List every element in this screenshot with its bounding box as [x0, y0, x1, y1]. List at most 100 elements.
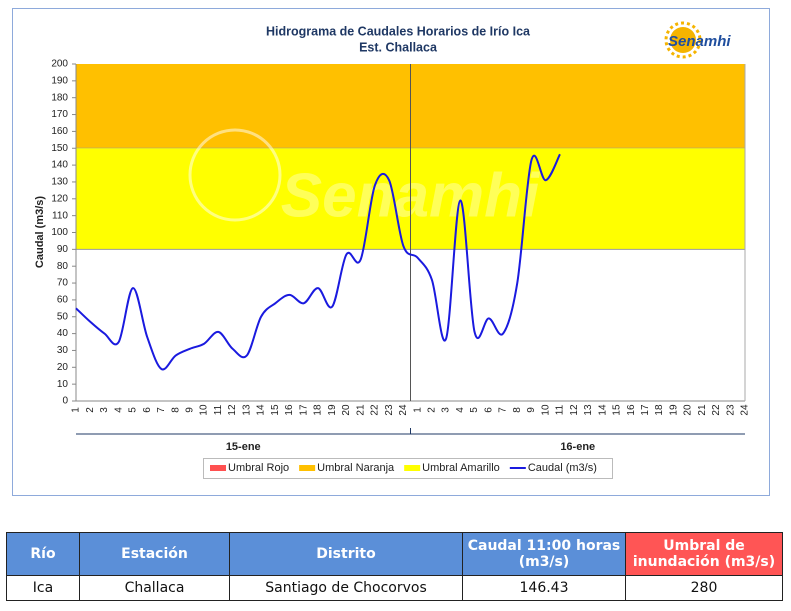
- y-tick-label: 120: [51, 193, 68, 204]
- header-cell: Umbral de inundación (m3/s): [625, 532, 783, 576]
- x-tick-label: 20: [683, 404, 694, 416]
- y-tick-label: 180: [51, 92, 68, 103]
- group-label: 16-ene: [560, 441, 595, 453]
- x-tick-label: 13: [583, 404, 594, 416]
- y-tick-label: 60: [57, 295, 69, 306]
- y-tick-label: 200: [51, 59, 68, 70]
- x-tick-label: 1: [71, 407, 82, 413]
- logo-sun: [670, 27, 696, 53]
- x-tick-label: 23: [725, 404, 736, 416]
- y-tick-label: 10: [57, 379, 69, 390]
- logo-rays: [664, 21, 702, 59]
- cell: Ica: [6, 575, 80, 601]
- chart: Senamhi Hidrograma de Caudales Horarios …: [12, 8, 770, 496]
- x-tick-label: 2: [85, 407, 96, 413]
- x-tick-label: 21: [355, 404, 366, 416]
- logo-text: Senamhi: [668, 33, 731, 50]
- y-tick-label: 30: [57, 345, 69, 356]
- x-tick-label: 3: [99, 407, 110, 413]
- x-tick-label: 4: [455, 407, 466, 413]
- x-tick-label: 16: [626, 404, 637, 416]
- x-tick-label: 23: [384, 404, 395, 416]
- x-tick-label: 5: [469, 407, 480, 413]
- header-cell: Caudal 11:00 horas (m3/s): [462, 532, 626, 576]
- legend-label: Caudal (m3/s): [528, 462, 597, 474]
- y-tick-label: 150: [51, 143, 68, 154]
- cell: Santiago de Chocorvos: [229, 575, 463, 601]
- cell: 146.43: [462, 575, 626, 601]
- data-table: Río Estación Distrito Caudal 11:00 horas…: [6, 532, 783, 601]
- group-label: 15-ene: [226, 441, 261, 453]
- chart-subtitle: Est. Challaca: [359, 40, 438, 54]
- y-tick-label: 50: [57, 311, 69, 322]
- x-tick-label: 13: [241, 404, 252, 416]
- y-tick-label: 190: [51, 75, 68, 86]
- x-tick-label: 19: [327, 404, 338, 416]
- x-tick-label: 9: [526, 407, 537, 413]
- table-row: Ica Challaca Santiago de Chocorvos 146.4…: [6, 575, 783, 601]
- x-tick-label: 4: [113, 407, 124, 413]
- x-tick-label: 8: [512, 407, 523, 413]
- x-tick-label: 1: [412, 407, 423, 413]
- x-tick-label: 3: [441, 407, 452, 413]
- x-tick-label: 11: [555, 404, 566, 415]
- x-tick-label: 10: [540, 404, 551, 416]
- x-tick-label: 6: [142, 407, 153, 413]
- x-tick-label: 24: [398, 404, 409, 416]
- x-tick-label: 5: [128, 407, 139, 413]
- legend-swatch: [404, 465, 421, 471]
- table-header: Río Estación Distrito Caudal 11:00 horas…: [6, 532, 783, 576]
- x-tick-label: 12: [569, 404, 580, 416]
- y-axis-label: Caudal (m3/s): [34, 196, 46, 268]
- header-cell: Estación: [79, 532, 230, 576]
- x-tick-label: 18: [654, 404, 665, 416]
- x-tick-label: 10: [199, 404, 210, 416]
- legend-swatch: [210, 465, 226, 471]
- cell: Challaca: [79, 575, 230, 601]
- data-line: [75, 153, 561, 371]
- y-tick-label: 170: [51, 109, 68, 120]
- x-tick-label: 15: [270, 404, 281, 416]
- y-tick-label: 100: [51, 227, 68, 238]
- chart-title: Hidrograma de Caudales Horarios de Irío …: [266, 24, 531, 38]
- header-cell: Distrito: [229, 532, 463, 576]
- x-tick-label: 15: [612, 404, 623, 416]
- x-tick-label: 21: [697, 404, 708, 416]
- legend: Umbral Rojo Umbral Naranja Umbral Amarillo…: [203, 458, 613, 479]
- y-tick-label: 0: [62, 396, 68, 407]
- y-tick-label: 20: [57, 362, 69, 373]
- x-tick-label: 6: [483, 407, 494, 413]
- x-tick-label: 12: [227, 404, 238, 416]
- y-tick-label: 70: [57, 278, 69, 289]
- x-tick-label: 19: [668, 404, 679, 416]
- x-tick-label: 22: [711, 404, 722, 416]
- header-cell: Río: [6, 532, 80, 576]
- x-tick-label: 11: [213, 404, 224, 415]
- legend-label: Umbral Amarillo: [422, 462, 500, 474]
- y-tick-label: 140: [51, 160, 68, 171]
- legend-label: Umbral Naranja: [317, 462, 395, 474]
- x-tick-label: 17: [640, 404, 651, 416]
- x-tick-label: 2: [426, 407, 437, 413]
- watermark-sun: [188, 128, 282, 222]
- legend-swatch: [299, 465, 316, 471]
- x-tick-label: 8: [170, 407, 181, 413]
- x-tick-label: 20: [341, 404, 352, 416]
- x-tick-label: 24: [740, 404, 751, 416]
- x-tick-label: 18: [313, 404, 324, 416]
- y-tick-label: 90: [57, 244, 69, 255]
- x-tick-label: 17: [298, 404, 309, 416]
- y-tick-label: 80: [57, 261, 69, 272]
- y-tick-label: 40: [57, 328, 69, 339]
- cell: 280: [625, 575, 783, 601]
- x-tick-label: 16: [284, 404, 295, 416]
- x-tick-label: 7: [156, 407, 167, 413]
- x-tick-label: 7: [498, 407, 509, 413]
- y-tick-label: 130: [51, 177, 68, 188]
- x-tick-label: 9: [185, 407, 196, 413]
- x-tick-label: 14: [597, 404, 608, 416]
- x-tick-label: 22: [370, 404, 381, 416]
- logo: Senamhi: [664, 21, 731, 59]
- y-tick-label: 110: [52, 210, 68, 221]
